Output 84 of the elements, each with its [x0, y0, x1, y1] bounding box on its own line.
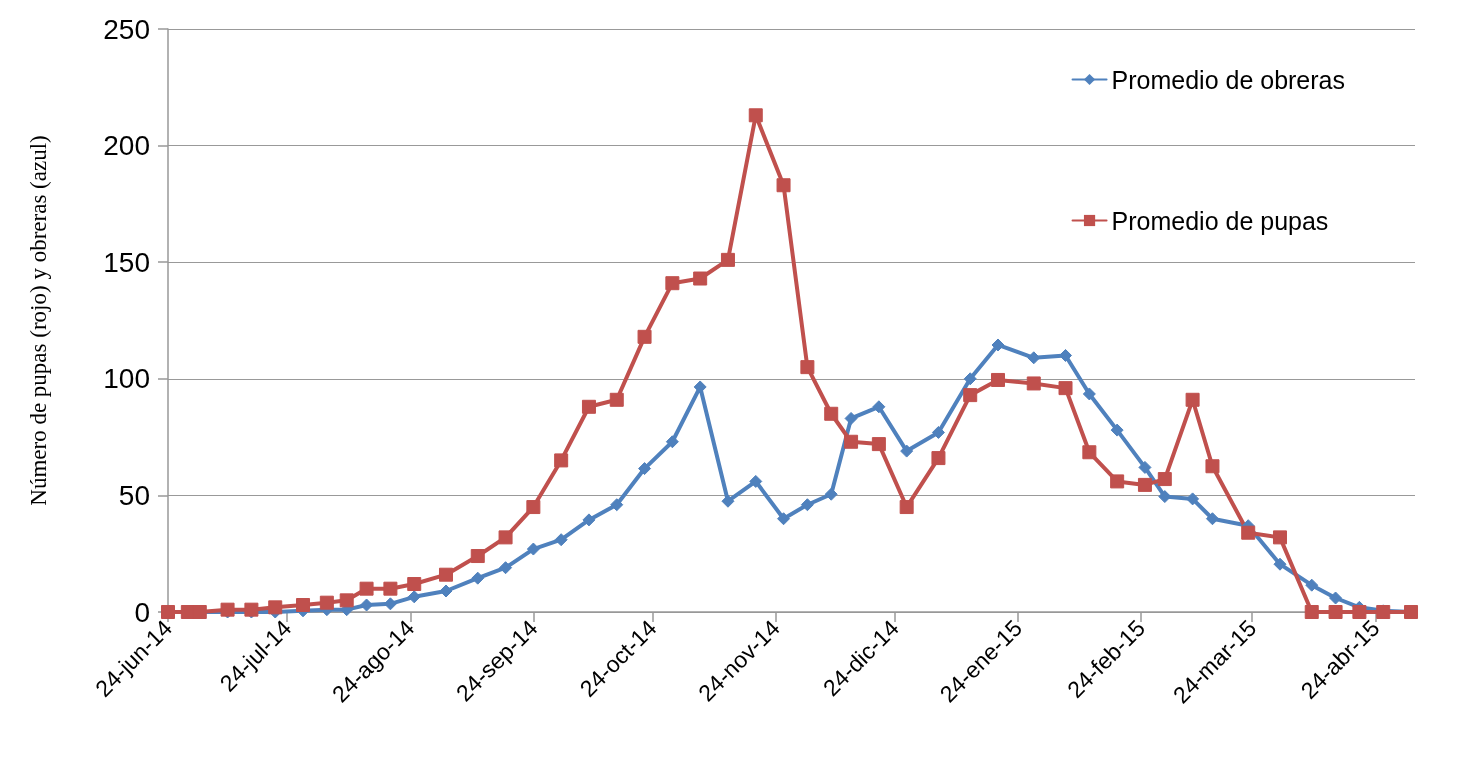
point	[438, 567, 453, 582]
point	[637, 329, 652, 344]
y-tick-label: 200	[103, 130, 150, 162]
point	[1110, 474, 1125, 489]
point	[1304, 605, 1319, 619]
point	[470, 549, 485, 564]
point	[554, 533, 568, 547]
point	[339, 593, 354, 608]
point	[991, 338, 1005, 352]
point	[844, 411, 858, 425]
point	[499, 561, 513, 575]
point	[776, 178, 791, 193]
point	[777, 512, 791, 526]
point	[800, 498, 814, 512]
point	[748, 108, 763, 123]
point	[1328, 605, 1343, 619]
point	[554, 453, 569, 468]
point	[1272, 530, 1287, 545]
point	[638, 462, 652, 476]
point	[359, 581, 374, 596]
point	[268, 600, 283, 615]
point	[1110, 423, 1124, 437]
point	[526, 542, 540, 556]
point	[871, 437, 886, 452]
point	[1352, 605, 1367, 619]
point	[693, 380, 707, 394]
point	[900, 444, 914, 458]
point	[1305, 578, 1319, 592]
point	[693, 271, 708, 286]
y-tick-label: 250	[103, 13, 150, 45]
point	[800, 360, 815, 375]
point	[1082, 387, 1096, 401]
legend-label: Promedio de pupas	[1111, 206, 1329, 235]
point	[609, 392, 624, 407]
point	[383, 581, 398, 596]
point	[665, 276, 680, 291]
y-tick-label: 50	[118, 479, 150, 511]
point	[824, 406, 839, 421]
point	[1026, 376, 1041, 391]
y-tick-label: 0	[134, 596, 150, 628]
point	[498, 530, 513, 545]
point	[749, 474, 763, 488]
point	[1273, 557, 1287, 571]
point	[872, 400, 886, 414]
point	[824, 487, 838, 501]
y-axis-title: Número de pupas (rojo) y obreras (azul)	[26, 135, 51, 506]
legend-label: Promedio de obreras	[1111, 65, 1346, 94]
point	[1138, 460, 1152, 474]
point	[1205, 512, 1219, 526]
point	[581, 399, 596, 414]
point	[1329, 591, 1343, 605]
point	[720, 252, 735, 267]
point	[610, 498, 624, 512]
point	[471, 571, 485, 585]
point	[319, 595, 334, 610]
point	[931, 425, 945, 439]
point	[407, 577, 422, 592]
point	[963, 372, 977, 386]
point	[1058, 381, 1073, 396]
point	[1186, 492, 1200, 506]
point	[844, 434, 859, 449]
y-tick-label: 100	[103, 363, 150, 395]
point	[1241, 525, 1256, 540]
point	[360, 598, 374, 612]
point	[407, 590, 421, 604]
point	[582, 513, 596, 527]
point	[1082, 445, 1097, 460]
point	[963, 388, 978, 403]
y-tick-label: 150	[103, 246, 150, 278]
point	[1027, 351, 1041, 365]
point	[991, 372, 1006, 387]
point	[526, 500, 541, 515]
point	[1158, 490, 1172, 504]
point	[1137, 477, 1152, 492]
point	[665, 435, 679, 449]
point	[721, 494, 735, 508]
point	[439, 584, 453, 598]
point	[931, 451, 946, 466]
point	[1157, 472, 1172, 487]
point	[1059, 348, 1073, 362]
point	[1185, 392, 1200, 407]
point	[296, 598, 311, 612]
point	[1205, 459, 1220, 474]
point	[899, 500, 914, 515]
